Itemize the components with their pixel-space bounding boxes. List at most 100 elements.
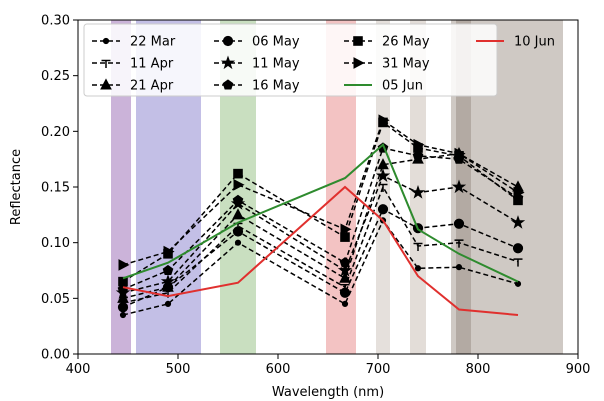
- legend-label: 26 May: [382, 35, 430, 50]
- legend-entry: 10 Jun: [476, 35, 555, 50]
- data-point: [101, 59, 111, 68]
- y-tick-label: 0.05: [41, 292, 70, 307]
- data-point: [378, 114, 390, 127]
- data-point: [339, 271, 351, 283]
- data-point: [339, 257, 351, 268]
- data-point: [512, 243, 524, 254]
- data-point: [353, 57, 365, 69]
- series-line: [122, 121, 519, 283]
- data-point: [412, 150, 424, 161]
- x-axis: 400 500 600 700 800 900: [66, 354, 591, 377]
- data-point: [118, 259, 130, 271]
- data-point: [455, 264, 463, 271]
- data-point: [375, 168, 391, 182]
- data-point: [119, 311, 127, 319]
- series-10-jun: [122, 185, 519, 316]
- legend-label: 11 May: [252, 57, 300, 72]
- data-point: [451, 179, 467, 194]
- wavelength-band: [456, 20, 471, 354]
- data-point: [160, 274, 176, 288]
- data-point: [340, 232, 350, 242]
- data-point: [163, 245, 175, 258]
- legend-entry: 16 May: [214, 79, 300, 94]
- legend-entry: 22 Mar: [92, 35, 176, 50]
- legend-entry: 11 May: [214, 55, 300, 72]
- data-point: [164, 300, 172, 307]
- data-point: [341, 300, 349, 307]
- data-point: [410, 185, 426, 199]
- wavelength-band: [111, 20, 131, 354]
- series-line: [122, 185, 519, 316]
- legend-entry: 26 May: [344, 35, 430, 50]
- data-point: [414, 265, 422, 272]
- x-tick-label: 700: [366, 362, 391, 377]
- data-point: [413, 242, 423, 252]
- legend-label: 11 Apr: [130, 57, 174, 72]
- data-point: [233, 168, 243, 179]
- legend-label: 22 Mar: [130, 35, 176, 50]
- legend-entry: 11 Apr: [92, 57, 174, 72]
- y-axis-title: Reflectance: [9, 149, 24, 225]
- legend-entry: 21 Apr: [92, 78, 174, 94]
- y-tick-label: 0.15: [41, 181, 70, 196]
- series-line: [122, 147, 519, 291]
- legend-entry: 05 Jun: [344, 79, 423, 94]
- data-point: [220, 55, 236, 70]
- data-point: [234, 239, 242, 246]
- series-05-jun: [122, 143, 519, 283]
- data-point: [513, 195, 523, 206]
- series-line: [122, 185, 519, 304]
- x-tick-label: 500: [166, 362, 191, 377]
- y-tick-label: 0.20: [41, 125, 70, 140]
- x-tick-label: 900: [566, 362, 591, 377]
- legend-entry: 06 May: [214, 35, 300, 50]
- x-tick-label: 800: [466, 362, 491, 377]
- x-tick-label: 400: [66, 362, 91, 377]
- series-31-may: [118, 114, 525, 271]
- series-line: [122, 143, 519, 283]
- data-point: [100, 78, 112, 90]
- data-point: [514, 280, 522, 287]
- legend-label: 16 May: [252, 79, 300, 94]
- legend: 22 Mar 11 Apr 21 Apr 06 May 11 May 16 May 26 M…: [83, 23, 555, 97]
- x-axis-title: Wavelength (nm): [272, 385, 384, 400]
- data-point: [233, 178, 245, 191]
- data-point: [118, 276, 128, 287]
- legend-box: [83, 23, 498, 97]
- series-22-mar: [119, 217, 522, 319]
- y-tick-label: 0.00: [41, 348, 70, 363]
- data-point: [340, 223, 352, 236]
- legend-label: 05 Jun: [382, 79, 423, 94]
- data-point: [222, 79, 234, 90]
- data-point: [513, 186, 525, 199]
- series-line: [122, 174, 519, 294]
- series-line: [122, 208, 519, 308]
- data-point: [413, 138, 425, 151]
- data-point: [117, 302, 129, 313]
- data-point: [337, 262, 353, 277]
- data-point: [377, 204, 389, 215]
- legend-entry: 31 May: [344, 57, 430, 72]
- data-point: [102, 37, 110, 45]
- series-line: [122, 119, 519, 266]
- legend-label: 06 May: [252, 35, 300, 50]
- y-tick-label: 0.30: [41, 14, 70, 29]
- data-point: [162, 264, 174, 276]
- legend-label: 31 May: [382, 57, 430, 72]
- data-point: [232, 226, 244, 237]
- legend-label: 10 Jun: [514, 35, 555, 50]
- data-point: [339, 287, 351, 298]
- legend-label: 21 Apr: [130, 79, 174, 94]
- data-point: [454, 239, 464, 248]
- data-point: [510, 215, 526, 229]
- data-point: [453, 218, 465, 229]
- data-point: [353, 36, 363, 46]
- y-axis: 0.00 0.05 0.10 0.15 0.20 0.25 0.30: [41, 14, 78, 363]
- y-tick-label: 0.25: [41, 69, 70, 84]
- data-point: [513, 258, 523, 267]
- data-point: [232, 194, 244, 205]
- series-layer: [115, 114, 526, 319]
- series-line: [122, 218, 519, 316]
- data-point: [232, 208, 244, 220]
